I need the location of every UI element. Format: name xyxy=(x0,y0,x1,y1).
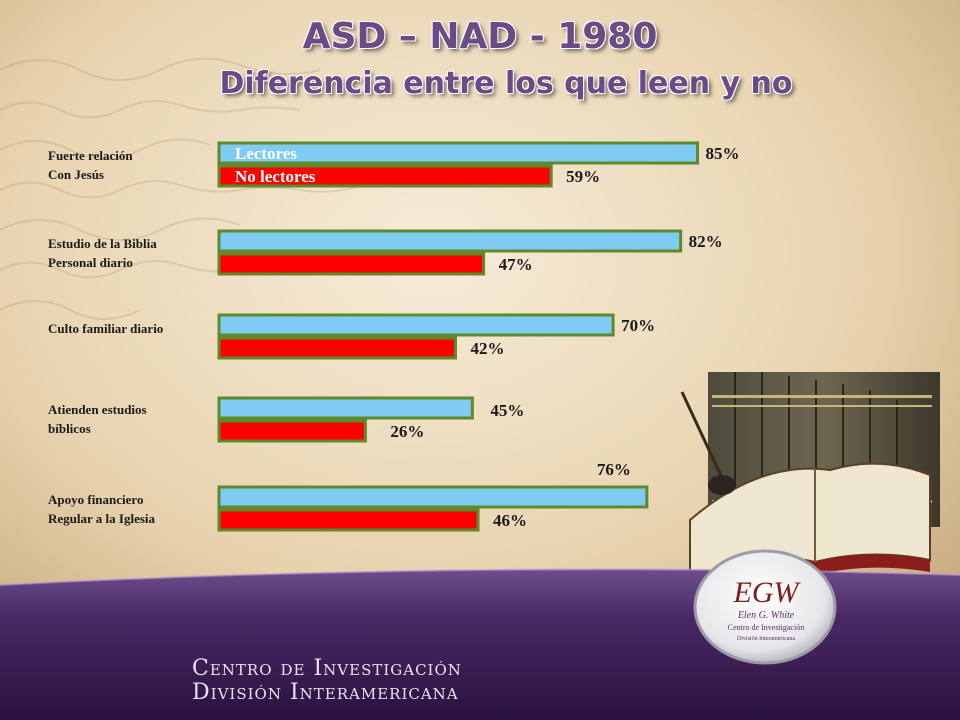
bar-no-lectores-4 xyxy=(217,508,480,532)
bar-no-lectores-3 xyxy=(217,419,367,443)
value-label-lectores-2: 70% xyxy=(621,316,655,335)
bar-no-lectores-1 xyxy=(217,252,486,276)
category-label-4: Apoyo financiero Regular a la Iglesia xyxy=(48,492,156,526)
bar-lectores-0 xyxy=(217,141,700,165)
bar-lectores-3 xyxy=(217,396,474,420)
chart-title: ASD – NAD - 1980 xyxy=(302,16,658,57)
value-label-no-lectores-1: 47% xyxy=(499,255,533,274)
value-label-lectores-1: 82% xyxy=(689,232,723,251)
value-label-no-lectores-4: 46% xyxy=(493,511,527,530)
category-label-1: Estudio de la Biblia Personal diario xyxy=(48,236,157,270)
value-label-no-lectores-2: 42% xyxy=(470,339,504,358)
logo-line-1: Elen G. White xyxy=(737,610,795,621)
bar-no-lectores-2 xyxy=(217,336,457,360)
logo-initials: EGW xyxy=(733,576,802,609)
bar-lectores-1 xyxy=(217,229,683,253)
category-label-2: Culto familiar diario xyxy=(48,321,164,336)
category-label-3: Atienden estudios bíblicos xyxy=(48,402,147,436)
bar-no-lectores-0 xyxy=(217,164,553,188)
value-label-lectores-4: 76% xyxy=(597,460,631,479)
legend-lectores: Lectores xyxy=(235,144,297,163)
footer-line-2: División Interamericana xyxy=(192,680,459,705)
bar-lectores-2 xyxy=(217,313,615,337)
value-label-lectores-0: 85% xyxy=(706,144,740,163)
legend-no-lectores: No lectores xyxy=(235,167,316,186)
chart-subtitle: Diferencia entre los que leen y no xyxy=(219,66,793,101)
egw-logo: EGW Elen G. White Centro de Investigació… xyxy=(690,548,842,666)
footer-line-1: Centro de Investigación xyxy=(192,656,462,681)
value-label-no-lectores-3: 26% xyxy=(390,422,424,441)
category-label-0: Fuerte relación Con Jesús xyxy=(48,148,133,182)
logo-line-2: Centro de Investigación xyxy=(728,623,804,632)
value-label-no-lectores-0: 59% xyxy=(566,167,600,186)
value-label-lectores-3: 45% xyxy=(490,401,524,420)
logo-line-3: División Interamericana xyxy=(737,636,795,642)
bar-lectores-4 xyxy=(217,485,649,509)
